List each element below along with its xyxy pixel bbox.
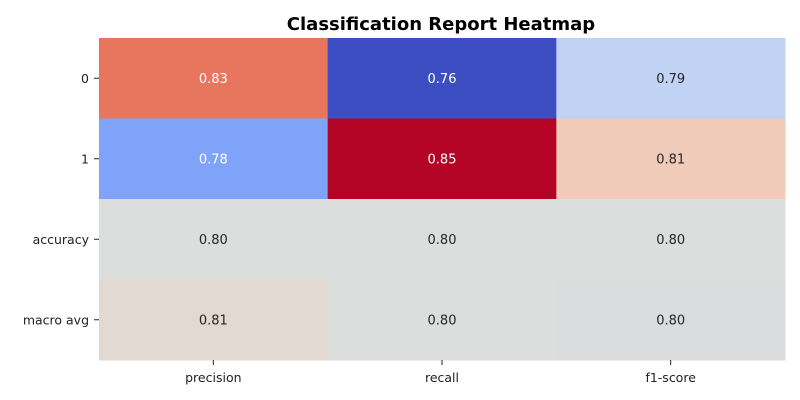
x-axis: precision recall f1-score (185, 360, 696, 385)
heatmap-cell-3-0 (99, 279, 329, 361)
heatmap-cell-3-1 (327, 279, 557, 361)
cell-value-label-1-2: 0.81 (656, 152, 685, 167)
y-tick-label-3: macro avg (23, 312, 89, 327)
chart-title: Classification Report Heatmap (287, 14, 595, 35)
cell-value-label-0-2: 0.79 (656, 72, 685, 87)
cell-value-label-2-0: 0.80 (199, 233, 228, 248)
cell-value-label-2-1: 0.80 (428, 233, 457, 248)
heatmap-cell-2-0 (99, 199, 329, 280)
heatmap-cell-1-0 (99, 118, 329, 200)
heatmap-cell-1-1 (327, 118, 557, 200)
heatmap-cell-3-2 (556, 279, 786, 361)
y-tick-label-0: 0 (81, 71, 89, 86)
cell-value-label-0-1: 0.76 (428, 72, 457, 87)
heatmap-cell-1-2 (556, 118, 786, 200)
heatmap-cell-2-2 (556, 199, 786, 280)
y-tick-label-2: accuracy (33, 232, 90, 247)
heatmap-cell-0-2 (556, 38, 786, 119)
heatmap-cells: 0.83 0.76 0.79 0.78 0.85 0.81 0.80 0.80 0.80 0.81… (99, 38, 786, 361)
x-tick-label-2: f1-score (645, 370, 696, 385)
cell-value-label-2-2: 0.80 (656, 233, 685, 248)
x-tick-label-1: recall (425, 370, 459, 385)
cell-value-label-1-1: 0.85 (428, 152, 457, 167)
y-axis: 0 1 accuracy macro avg (23, 71, 99, 327)
heatmap-cell-2-1 (327, 199, 557, 280)
y-tick-label-1: 1 (81, 151, 89, 166)
cell-value-label-3-1: 0.80 (428, 313, 457, 328)
cell-value-label-3-2: 0.80 (656, 313, 685, 328)
cell-value-label-3-0: 0.81 (199, 313, 228, 328)
cell-value-label-1-0: 0.78 (199, 152, 228, 167)
heatmap-cell-0-1 (327, 38, 557, 119)
heatmap-cell-0-0 (99, 38, 329, 119)
x-tick-label-0: precision (185, 370, 241, 385)
cell-value-label-0-0: 0.83 (199, 72, 228, 87)
